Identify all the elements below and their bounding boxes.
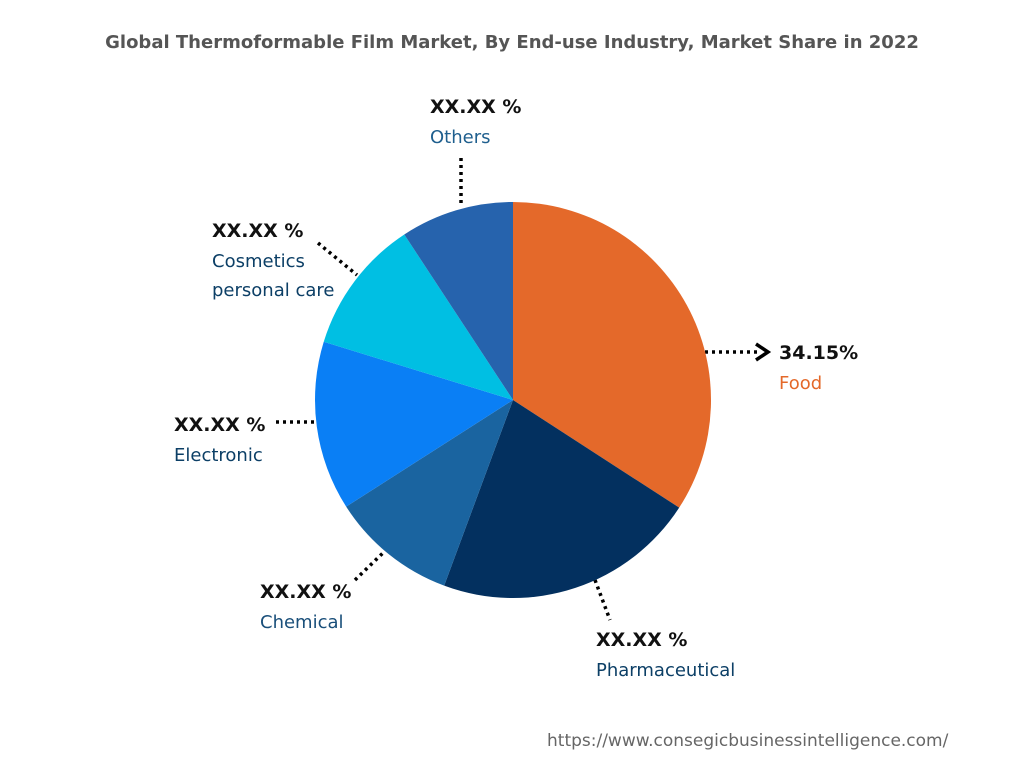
leader-line: [593, 579, 612, 621]
pie-slice: [346, 400, 513, 586]
category-label: Chemical: [260, 612, 344, 633]
leaders: [276, 158, 758, 621]
category-label: Cosmetics personal care: [212, 251, 335, 301]
arrow-head: [755, 342, 772, 362]
value-label: XX.XX %: [430, 96, 522, 118]
value-label: XX.XX %: [260, 581, 352, 603]
leader-line: [316, 241, 359, 277]
pie-slice: [513, 202, 711, 508]
pie-slice: [315, 341, 513, 507]
pie-slice: [404, 202, 513, 400]
category-label: Food: [779, 373, 823, 394]
category-label: Pharmaceutical: [596, 660, 736, 681]
value-label: 34.15%: [779, 342, 859, 364]
source-url: https://www.consegicbusinessintelligence…: [547, 731, 949, 751]
leader-line: [353, 548, 388, 582]
value-label: XX.XX %: [212, 220, 304, 242]
value-label: XX.XX %: [174, 414, 266, 436]
pie-slice: [323, 234, 513, 400]
category-label: Others: [430, 127, 491, 148]
pie-slice: [444, 400, 680, 598]
value-label: XX.XX %: [596, 629, 688, 651]
chart-title: Global Thermoformable Film Market, By En…: [105, 32, 919, 53]
category-label: Electronic: [174, 445, 263, 466]
